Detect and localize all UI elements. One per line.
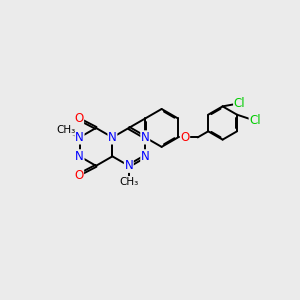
Text: N: N [75, 131, 84, 144]
Text: N: N [75, 150, 84, 163]
Text: CH₃: CH₃ [56, 125, 75, 135]
Text: O: O [74, 169, 83, 182]
Text: Cl: Cl [234, 97, 245, 110]
Text: O: O [74, 112, 83, 125]
Text: N: N [124, 159, 133, 172]
Text: Cl: Cl [249, 114, 261, 127]
Text: N: N [141, 131, 150, 144]
Text: N: N [108, 131, 117, 144]
Text: O: O [180, 131, 190, 144]
Text: CH₃: CH₃ [119, 176, 138, 187]
Text: N: N [141, 150, 150, 163]
